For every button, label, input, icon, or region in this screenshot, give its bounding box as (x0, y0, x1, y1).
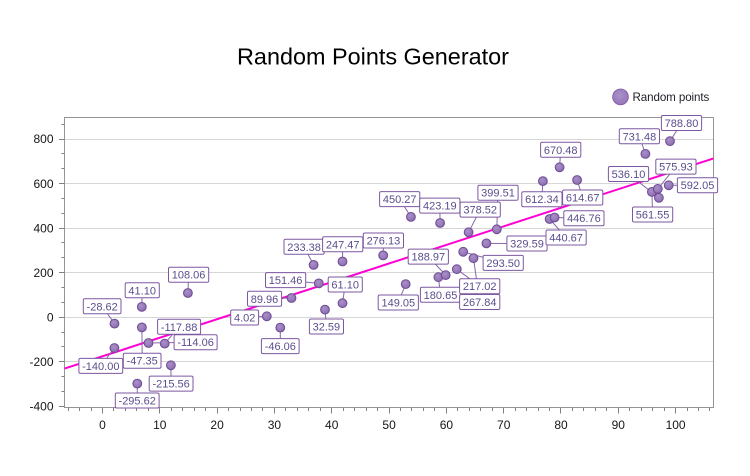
svg-text:423.19: 423.19 (423, 201, 457, 213)
svg-text:4.02: 4.02 (234, 313, 255, 325)
svg-text:0: 0 (47, 310, 54, 324)
svg-text:561.55: 561.55 (636, 210, 670, 222)
svg-text:Random Points Generator: Random Points Generator (237, 44, 509, 70)
svg-text:89.96: 89.96 (251, 294, 279, 306)
svg-text:100: 100 (666, 418, 686, 432)
svg-text:80: 80 (554, 418, 568, 432)
svg-text:731.48: 731.48 (623, 131, 657, 143)
svg-text:10: 10 (153, 418, 167, 432)
svg-text:233.38: 233.38 (287, 242, 321, 254)
svg-text:612.34: 612.34 (525, 194, 559, 206)
svg-text:-47.35: -47.35 (127, 356, 158, 368)
svg-text:399.51: 399.51 (481, 188, 515, 200)
svg-text:20: 20 (210, 418, 224, 432)
svg-text:446.76: 446.76 (567, 213, 601, 225)
svg-text:614.67: 614.67 (566, 193, 600, 205)
svg-text:60: 60 (440, 418, 454, 432)
svg-text:378.52: 378.52 (463, 205, 497, 217)
svg-text:-215.56: -215.56 (152, 379, 189, 391)
svg-text:108.06: 108.06 (172, 270, 206, 282)
svg-text:200: 200 (33, 266, 53, 280)
svg-text:-114.06: -114.06 (177, 337, 214, 349)
svg-text:40: 40 (325, 418, 339, 432)
svg-text:-295.62: -295.62 (119, 396, 156, 408)
svg-text:180.65: 180.65 (424, 290, 458, 302)
svg-text:41.10: 41.10 (128, 285, 156, 297)
svg-text:70: 70 (497, 418, 511, 432)
svg-text:30: 30 (268, 418, 282, 432)
svg-text:90: 90 (612, 418, 626, 432)
svg-text:293.50: 293.50 (486, 258, 520, 270)
svg-text:151.46: 151.46 (269, 275, 303, 287)
svg-text:149.05: 149.05 (381, 298, 415, 310)
svg-text:61.10: 61.10 (331, 280, 359, 292)
svg-text:0: 0 (99, 418, 106, 432)
svg-text:-117.88: -117.88 (161, 322, 198, 334)
svg-text:Random points: Random points (633, 91, 710, 104)
svg-text:788.80: 788.80 (665, 118, 699, 130)
svg-text:329.59: 329.59 (510, 239, 544, 251)
svg-text:-200: -200 (29, 355, 53, 369)
svg-text:267.84: 267.84 (463, 297, 497, 309)
svg-text:440.67: 440.67 (549, 233, 583, 245)
svg-text:400: 400 (33, 221, 53, 235)
svg-text:670.48: 670.48 (544, 145, 578, 157)
svg-text:536.10: 536.10 (612, 169, 646, 181)
svg-text:-400: -400 (29, 400, 53, 414)
svg-text:600: 600 (33, 177, 53, 191)
svg-text:276.13: 276.13 (367, 236, 401, 248)
svg-text:217.02: 217.02 (463, 281, 497, 293)
svg-text:800: 800 (33, 132, 53, 146)
svg-text:450.27: 450.27 (383, 194, 417, 206)
svg-text:-46.06: -46.06 (265, 341, 296, 353)
svg-text:-28.62: -28.62 (87, 301, 118, 313)
svg-text:188.97: 188.97 (411, 252, 445, 264)
svg-text:247.47: 247.47 (326, 239, 360, 251)
svg-text:32.59: 32.59 (313, 322, 341, 334)
svg-text:592.05: 592.05 (681, 180, 715, 192)
svg-text:575.93: 575.93 (659, 162, 693, 174)
svg-text:50: 50 (382, 418, 396, 432)
svg-text:-140.00: -140.00 (82, 361, 119, 373)
